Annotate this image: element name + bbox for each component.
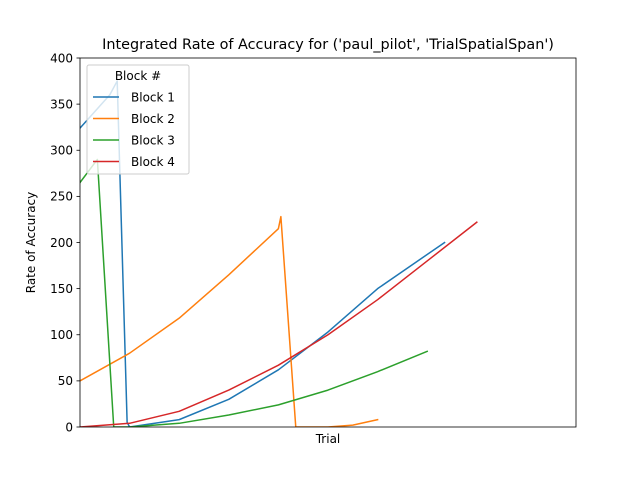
series-line-block-2 [80, 215, 379, 427]
y-tick-label: 400 [50, 51, 73, 65]
legend-label: Block 4 [131, 155, 175, 169]
y-tick-label: 300 [50, 144, 73, 158]
legend: Block # Block 1 Block 2 Block 3 Block 4 [86, 64, 190, 175]
y-tick-label: 150 [50, 282, 73, 296]
legend-label: Block 3 [131, 133, 175, 147]
plot-frame [79, 57, 577, 428]
series-line-block-3 [80, 158, 429, 427]
legend-label: Block 1 [131, 90, 175, 104]
legend-box [86, 64, 190, 175]
chart-title: Integrated Rate of Accuracy for ('paul_p… [102, 37, 554, 53]
y-tick-label: 250 [50, 190, 73, 204]
x-axis-label: Trial [315, 432, 341, 446]
legend-title: Block # [115, 69, 161, 83]
series-line-block-4 [80, 221, 478, 427]
legend-label: Block 2 [131, 112, 175, 126]
y-axis-label: Rate of Accuracy [24, 192, 38, 294]
y-tick-label: 350 [50, 97, 73, 111]
y-axis-ticks: 0 50 100 150 200 250 300 350 400 [50, 51, 80, 434]
y-tick-label: 0 [65, 420, 73, 434]
y-tick-label: 50 [58, 374, 73, 388]
legend-items: Block 1 Block 2 Block 3 Block 4 [93, 90, 175, 169]
y-tick-label: 100 [50, 328, 73, 342]
y-tick-label: 200 [50, 236, 73, 250]
